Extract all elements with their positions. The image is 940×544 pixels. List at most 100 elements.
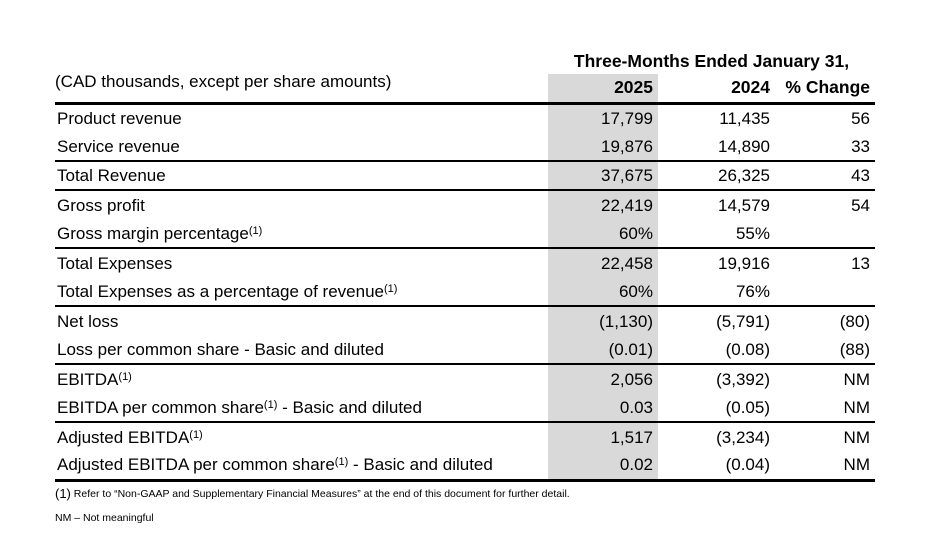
row-label: Adjusted EBITDA per common share(1) - Ba…	[55, 451, 548, 482]
row-label: Total Revenue	[55, 161, 548, 191]
row-label-text: Loss per common share - Basic and dilute…	[57, 339, 384, 359]
row-label-text: Net loss	[57, 311, 119, 331]
value-2025: 22,419	[548, 190, 658, 219]
value-2024: (3,234)	[716, 427, 770, 447]
table-row: Loss per common share - Basic and dilute…	[55, 335, 875, 365]
value-change: (88)	[775, 335, 875, 365]
period-header-row: (CAD thousands, except per share amounts…	[55, 48, 875, 105]
value-change	[775, 277, 875, 307]
table-row: Gross margin percentage(1) 60% 55%	[55, 219, 875, 249]
row-label: Adjusted EBITDA(1)	[55, 422, 548, 451]
value-2025: 2,056	[548, 364, 658, 393]
footnote-ref: (1)	[334, 456, 349, 469]
table-row: Product revenue 17,799 11,435 56	[55, 103, 875, 132]
row-label: Loss per common share - Basic and dilute…	[55, 335, 548, 365]
table-row: Net loss (1,130) (5,791) (80)	[55, 306, 875, 335]
footnote-ref: (1)	[118, 370, 132, 383]
units-label: (CAD thousands, except per share amounts…	[55, 48, 548, 105]
row-label: Net loss	[55, 306, 548, 335]
row-label-suffix: - Basic and diluted	[348, 455, 493, 475]
value-change: 13	[851, 253, 870, 273]
value-2024: 11,435	[719, 108, 770, 128]
value-change: NM	[775, 451, 875, 482]
row-label-text: Adjusted EBITDA per common share	[57, 455, 335, 475]
value-2025: 0.03	[548, 393, 658, 423]
row-label-text: Gross profit	[57, 195, 145, 215]
value-2024: (0.08)	[658, 335, 775, 365]
table-row: Total Revenue 37,675 26,325 43	[55, 161, 875, 191]
footnote-ref: (1)	[189, 428, 203, 441]
footnote-text: Refer to “Non-GAAP and Supplementary Fin…	[70, 488, 570, 500]
footnotes: (1) Refer to “Non-GAAP and Supplementary…	[55, 487, 885, 524]
value-change: NM	[843, 369, 870, 389]
column-header-2025: 2025	[548, 74, 658, 105]
financial-results-table: (CAD thousands, except per share amounts…	[55, 48, 875, 482]
row-label: EBITDA per common share(1) - Basic and d…	[55, 393, 548, 423]
value-2024: 19,916	[718, 253, 770, 273]
value-2024: (3,392)	[716, 369, 770, 389]
table-row: Total Expenses 22,458 19,916 13	[55, 248, 875, 277]
table-row: Gross profit 22,419 14,579 54	[55, 190, 875, 219]
table-row: EBITDA per common share(1) - Basic and d…	[55, 393, 875, 423]
table-row: EBITDA(1) 2,056 (3,392) NM	[55, 364, 875, 393]
value-2024: (0.05)	[658, 393, 775, 423]
value-2025: 60%	[548, 277, 658, 307]
footnote-non-gaap: (1) Refer to “Non-GAAP and Supplementary…	[55, 487, 885, 501]
value-change: 33	[775, 132, 875, 162]
value-2024: 76%	[658, 277, 775, 307]
value-change: NM	[775, 393, 875, 423]
footnote-nm: NM – Not meaningful	[55, 512, 154, 524]
value-2025: (0.01)	[548, 335, 658, 365]
value-2025: 22,458	[548, 248, 658, 277]
value-2024: (5,791)	[716, 311, 770, 331]
value-2025: 17,799	[548, 103, 658, 132]
footnote-ref: (1)	[384, 282, 398, 295]
row-label: EBITDA(1)	[55, 364, 548, 393]
table-row: Adjusted EBITDA(1) 1,517 (3,234) NM	[55, 422, 875, 451]
column-header-2024: 2024	[658, 74, 775, 105]
row-label-text: Total Expenses	[57, 253, 173, 273]
value-2024: (0.04)	[658, 451, 775, 482]
row-label-text: EBITDA per common share	[57, 397, 264, 417]
row-label: Gross profit	[55, 190, 548, 219]
value-2024: 14,579	[718, 195, 770, 215]
value-2024: 26,325	[658, 161, 775, 191]
column-header-row: 2025 2024 % Change	[55, 74, 875, 105]
footnote-ref: (1)	[263, 398, 278, 411]
value-2025: 1,517	[548, 422, 658, 451]
row-label-text: Total Expenses as a percentage of revenu…	[57, 281, 384, 301]
row-label: Gross margin percentage(1)	[55, 219, 548, 249]
value-change: 43	[775, 161, 875, 191]
period-header: Three-Months Ended January 31,	[573, 50, 850, 71]
footnote-ref: (1)	[248, 224, 263, 237]
value-2025: 19,876	[548, 132, 658, 162]
financial-table-container: (CAD thousands, except per share amounts…	[55, 48, 875, 482]
value-change: (80)	[839, 311, 870, 331]
value-2024: 55%	[658, 219, 775, 249]
table-row: Adjusted EBITDA per common share(1) - Ba…	[55, 451, 875, 482]
row-label: Total Expenses	[55, 248, 548, 277]
value-change: 56	[851, 108, 870, 128]
value-change: 54	[851, 195, 870, 215]
row-label: Total Expenses as a percentage of revenu…	[55, 277, 548, 307]
row-label-text: EBITDA	[57, 369, 119, 389]
row-label-suffix: - Basic and diluted	[277, 397, 422, 417]
row-label-text: Service revenue	[57, 136, 180, 156]
table-row: Total Expenses as a percentage of revenu…	[55, 277, 875, 307]
row-label: Product revenue	[55, 103, 548, 132]
value-2025: (1,130)	[548, 306, 658, 335]
column-header-change: % Change	[775, 74, 875, 105]
value-2025: 0.02	[548, 451, 658, 482]
value-change	[775, 219, 875, 249]
row-label-text: Gross margin percentage	[57, 223, 249, 243]
value-2024: 14,890	[658, 132, 775, 162]
row-label-text: Product revenue	[57, 108, 182, 128]
row-label-text: Adjusted EBITDA	[57, 427, 190, 447]
table-row: Service revenue 19,876 14,890 33	[55, 132, 875, 162]
value-2025: 60%	[548, 219, 658, 249]
footnote-marker: (1)	[55, 486, 71, 501]
row-label-text: Total Revenue	[57, 166, 166, 185]
value-change: NM	[843, 427, 870, 447]
row-label: Service revenue	[55, 132, 548, 162]
